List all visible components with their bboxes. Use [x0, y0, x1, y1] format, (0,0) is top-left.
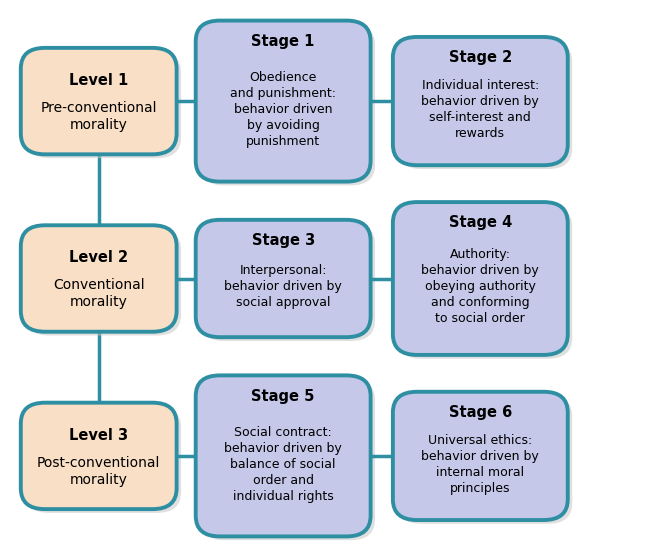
Text: Stage 2: Stage 2 — [448, 50, 512, 65]
Text: Level 1: Level 1 — [69, 73, 129, 88]
FancyBboxPatch shape — [25, 229, 181, 335]
FancyBboxPatch shape — [196, 220, 371, 337]
FancyBboxPatch shape — [200, 224, 375, 341]
Text: Stage 3: Stage 3 — [252, 233, 315, 248]
FancyBboxPatch shape — [25, 407, 181, 513]
FancyBboxPatch shape — [196, 375, 371, 536]
FancyBboxPatch shape — [21, 225, 177, 332]
FancyBboxPatch shape — [196, 21, 371, 182]
Text: Universal ethics:
behavior driven by
internal moral
principles: Universal ethics: behavior driven by int… — [421, 433, 539, 495]
Text: Level 2: Level 2 — [69, 250, 129, 265]
FancyBboxPatch shape — [200, 25, 375, 185]
FancyBboxPatch shape — [21, 403, 177, 509]
FancyBboxPatch shape — [397, 41, 572, 169]
Text: Interpersonal:
behavior driven by
social approval: Interpersonal: behavior driven by social… — [225, 264, 342, 309]
FancyBboxPatch shape — [397, 206, 572, 359]
Text: Individual interest:
behavior driven by
self-interest and
rewards: Individual interest: behavior driven by … — [421, 79, 539, 140]
Text: Stage 5: Stage 5 — [251, 389, 315, 404]
FancyBboxPatch shape — [393, 37, 568, 165]
Text: Social contract:
behavior driven by
balance of social
order and
individual right: Social contract: behavior driven by bala… — [225, 426, 342, 502]
Text: Authority:
behavior driven by
obeying authority
and conforming
to social order: Authority: behavior driven by obeying au… — [421, 248, 539, 325]
Text: Conventional
morality: Conventional morality — [53, 278, 145, 310]
Text: Stage 4: Stage 4 — [448, 216, 512, 231]
FancyBboxPatch shape — [25, 52, 181, 158]
Text: Stage 6: Stage 6 — [448, 405, 512, 420]
Text: Level 3: Level 3 — [69, 428, 129, 443]
Text: Post-conventional
morality: Post-conventional morality — [37, 456, 160, 487]
FancyBboxPatch shape — [397, 395, 572, 524]
FancyBboxPatch shape — [393, 202, 568, 355]
FancyBboxPatch shape — [200, 379, 375, 540]
Text: Stage 1: Stage 1 — [251, 34, 315, 49]
Text: Obedience
and punishment:
behavior driven
by avoiding
punishment: Obedience and punishment: behavior drive… — [230, 71, 336, 148]
FancyBboxPatch shape — [21, 48, 177, 154]
FancyBboxPatch shape — [393, 392, 568, 520]
Text: Pre-conventional
morality: Pre-conventional morality — [40, 101, 157, 132]
